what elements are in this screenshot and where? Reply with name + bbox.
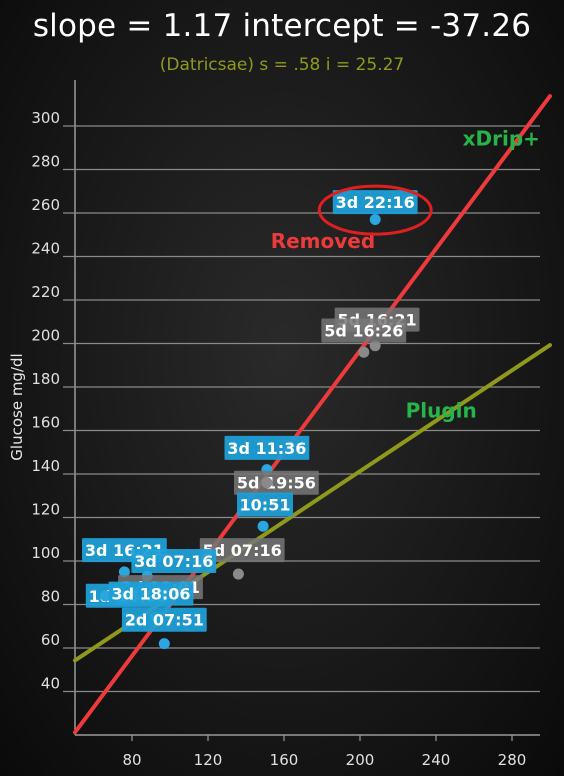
y-tick-120: 120: [31, 501, 60, 519]
y-tick-160: 160: [31, 414, 60, 432]
data-point-6: [232, 568, 244, 580]
point-label-3: 3d 11:36: [227, 439, 306, 458]
y-tick-60: 60: [41, 631, 60, 649]
point-label-box-11: [108, 581, 194, 606]
point-label-0: 3d 22:16: [336, 193, 415, 212]
x-tick-160: 160: [270, 751, 299, 769]
line-label-plugin: Plugin: [406, 398, 477, 422]
y-tick-100: 100: [31, 544, 60, 562]
data-point-4: [261, 477, 273, 489]
x-tick-80: 80: [122, 751, 141, 769]
point-label-box-6: [199, 538, 285, 563]
chart-title: slope = 1.17 intercept = -37.26: [32, 8, 532, 44]
chart-subtitle: (Datricsae) s = .58 i = 25.27: [159, 55, 405, 75]
point-label-box-4: [234, 470, 319, 495]
x-tick-120: 120: [194, 751, 223, 769]
data-point-0: [369, 214, 381, 226]
point-label-box-5: [237, 492, 293, 517]
y-tick-80: 80: [41, 588, 60, 606]
y-tick-40: 40: [41, 675, 60, 693]
line-label-xdrip: xDrip+: [463, 127, 540, 151]
point-label-12: 2d 07:51: [125, 611, 204, 630]
point-label-box-2: [321, 318, 407, 343]
y-tick-200: 200: [31, 327, 60, 345]
point-label-2: 5d 16:26: [324, 321, 403, 340]
y-tick-300: 300: [31, 109, 60, 127]
removed-highlight-ellipse: [317, 184, 433, 236]
y-tick-180: 180: [31, 370, 60, 388]
y-tick-260: 260: [31, 196, 60, 214]
y-tick-220: 220: [31, 283, 60, 301]
data-point-2: [358, 346, 370, 358]
point-label-6: 5d 07:16: [203, 541, 282, 560]
y-tick-140: 140: [31, 457, 60, 475]
x-tick-200: 200: [346, 751, 375, 769]
y-tick-280: 280: [31, 153, 60, 171]
point-label-box-0: [332, 190, 418, 215]
data-point-10: [99, 590, 111, 602]
data-point-7: [118, 566, 130, 578]
point-label-8: 3d 07:16: [134, 552, 213, 571]
point-label-box-3: [224, 435, 310, 460]
point-label-4: 5d 19:56: [237, 474, 316, 493]
point-label-box-12: [121, 607, 207, 632]
data-point-1: [369, 340, 381, 352]
x-tick-280: 280: [498, 751, 527, 769]
point-label-11: 3d 18:06: [111, 585, 190, 604]
point-label-5: 10:51: [240, 495, 291, 514]
data-point-5: [257, 520, 269, 532]
data-point-12: [158, 638, 170, 650]
regression-line-xdrip: [73, 94, 552, 735]
y-tick-240: 240: [31, 240, 60, 258]
point-label-box-8: [131, 549, 217, 573]
x-tick-240: 240: [422, 751, 451, 769]
